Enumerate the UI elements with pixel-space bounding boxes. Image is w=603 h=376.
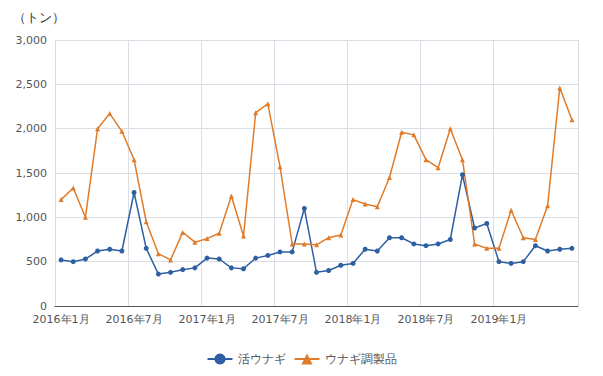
svg-text:2016年1月: 2016年1月 bbox=[33, 313, 90, 326]
svg-text:2,500: 2,500 bbox=[16, 78, 48, 91]
svg-text:2019年1月: 2019年1月 bbox=[470, 313, 527, 326]
svg-text:（トン）: （トン） bbox=[13, 10, 65, 25]
svg-text:2,000: 2,000 bbox=[16, 122, 48, 135]
svg-text:2017年7月: 2017年7月 bbox=[252, 313, 309, 326]
svg-text:2017年1月: 2017年1月 bbox=[179, 313, 236, 326]
svg-text:1,500: 1,500 bbox=[16, 167, 48, 180]
svg-text:2018年7月: 2018年7月 bbox=[397, 313, 454, 326]
svg-text:ウナギ調製品: ウナギ調製品 bbox=[325, 352, 397, 366]
svg-text:活ウナギ: 活ウナギ bbox=[238, 352, 286, 366]
svg-text:0: 0 bbox=[40, 300, 47, 313]
svg-text:2018年1月: 2018年1月 bbox=[324, 313, 381, 326]
svg-text:2016年7月: 2016年7月 bbox=[106, 313, 163, 326]
svg-text:1,000: 1,000 bbox=[16, 211, 48, 224]
svg-text:3,000: 3,000 bbox=[16, 34, 48, 47]
svg-text:500: 500 bbox=[26, 255, 47, 268]
